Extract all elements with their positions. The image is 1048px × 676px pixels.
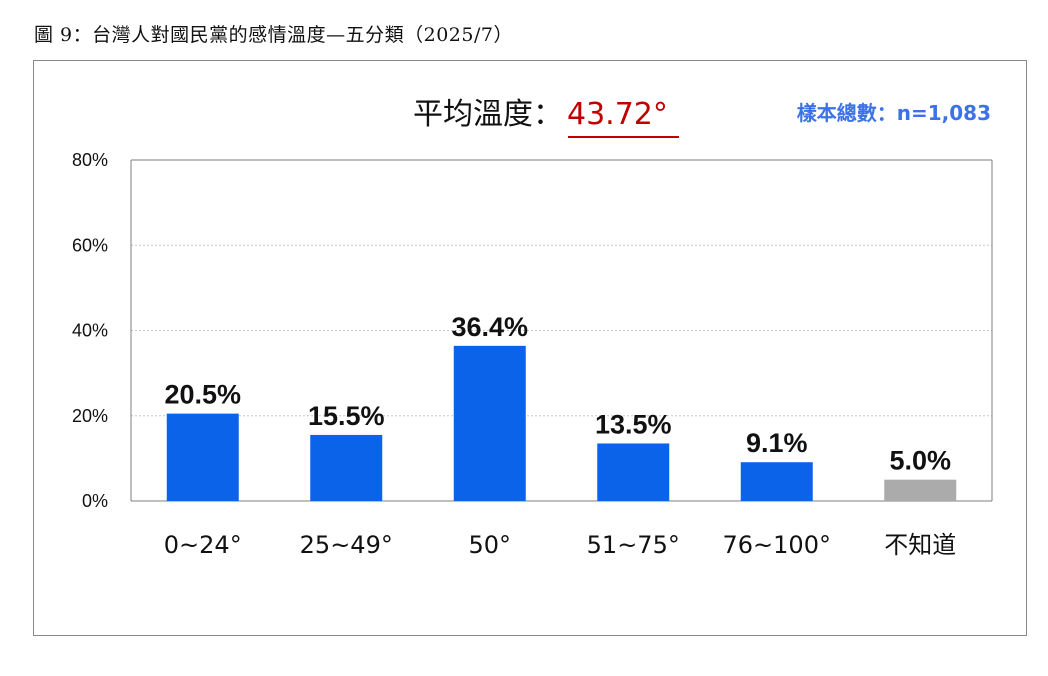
gridlines xyxy=(131,159,992,417)
bar xyxy=(597,443,670,501)
figure-caption: 圖 9：台灣人對國民黨的感情溫度—五分類（2025/7） xyxy=(34,24,513,46)
bars xyxy=(166,345,957,501)
bar xyxy=(453,345,526,501)
average-temperature-label: 平均溫度： xyxy=(413,97,563,132)
y-axis: 0% 20% 40% 60% 80% xyxy=(72,150,993,511)
chart-frame xyxy=(33,60,1027,636)
data-label: 36.4% xyxy=(451,312,528,342)
data-label: 5.0% xyxy=(889,446,951,476)
x-tick-label: 76~100° xyxy=(723,531,831,559)
data-labels: 20.5% 15.5% 36.4% 13.5% 9.1% 5.0% xyxy=(164,312,951,476)
average-temperature-value: 43.72° xyxy=(567,97,668,132)
data-label: 13.5% xyxy=(595,409,672,439)
y-tick-label: 0% xyxy=(82,491,108,511)
y-tick-label: 80% xyxy=(72,150,108,170)
y-tick-label: 20% xyxy=(72,406,108,426)
bar xyxy=(740,462,813,501)
data-label: 9.1% xyxy=(746,428,808,458)
x-axis: 0~24° 25~49° 50° 51~75° 76~100° 不知道 xyxy=(164,531,956,559)
bar xyxy=(166,413,239,501)
y-tick-label: 40% xyxy=(72,321,108,341)
data-label: 20.5% xyxy=(164,380,241,410)
data-label: 15.5% xyxy=(308,401,385,431)
sample-size-label: 樣本總數：n=1,083 xyxy=(797,101,991,125)
x-tick-label: 51~75° xyxy=(587,531,680,559)
x-tick-label: 50° xyxy=(468,531,511,559)
x-tick-label: 25~49° xyxy=(300,531,393,559)
y-tick-label: 60% xyxy=(72,235,108,255)
x-tick-label: 不知道 xyxy=(884,531,956,559)
bar xyxy=(310,434,383,501)
bar xyxy=(884,479,957,501)
x-tick-label: 0~24° xyxy=(164,531,242,559)
